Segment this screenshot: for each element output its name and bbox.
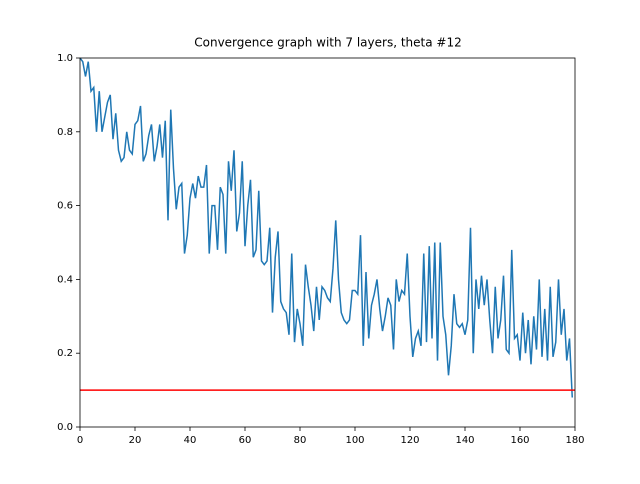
y-tick-label: 1.0 bbox=[57, 53, 73, 64]
y-tick-label: 0.2 bbox=[57, 348, 73, 359]
y-tick-label: 0.8 bbox=[57, 127, 73, 138]
x-tick-label: 160 bbox=[510, 435, 529, 446]
x-tick-label: 0 bbox=[77, 435, 83, 446]
y-tick-label: 0.0 bbox=[57, 422, 73, 433]
x-tick-label: 80 bbox=[294, 435, 307, 446]
x-tick-label: 120 bbox=[400, 435, 419, 446]
x-tick-label: 140 bbox=[455, 435, 474, 446]
x-tick-label: 180 bbox=[565, 435, 584, 446]
y-tick-label: 0.4 bbox=[57, 274, 73, 285]
plot-frame bbox=[79, 57, 576, 428]
y-tick-label: 0.6 bbox=[57, 201, 73, 212]
x-tick-label: 20 bbox=[129, 435, 142, 446]
x-tick-label: 100 bbox=[345, 435, 364, 446]
series-line bbox=[79, 57, 573, 398]
x-tick-label: 60 bbox=[239, 435, 252, 446]
x-tick-label: 40 bbox=[184, 435, 197, 446]
chart-title: Convergence graph with 7 layers, theta #… bbox=[194, 36, 461, 50]
